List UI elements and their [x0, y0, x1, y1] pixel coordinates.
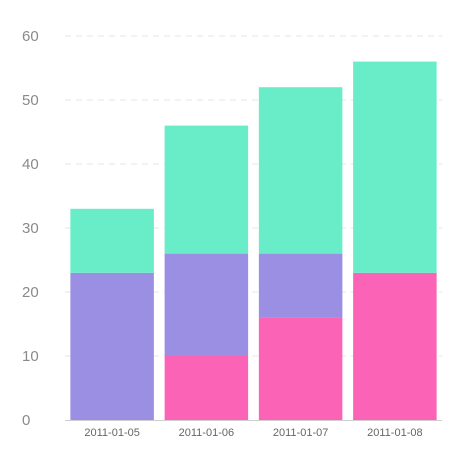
bar-segment-series1-2011-01-07 — [258, 253, 343, 318]
xtick-label: 2011-01-05 — [84, 427, 139, 439]
bar-segment-series2-2011-01-05 — [70, 208, 154, 273]
bar-segment-series1-2011-01-05 — [70, 272, 154, 420]
tick-labels: 0 10 20 30 40 50 60 2011-01-05 2011-01-06 2011-01… — [22, 28, 423, 439]
ytick-label: 50 — [22, 92, 39, 109]
ytick-label: 20 — [22, 284, 39, 301]
bar-segment-series2-2011-01-07 — [258, 87, 343, 254]
bar-segment-series0-2011-01-08 — [353, 272, 437, 420]
ytick-label: 60 — [22, 28, 39, 45]
xtick-label: 2011-01-06 — [179, 427, 234, 439]
ytick-label: 0 — [22, 412, 30, 429]
xtick-label: 2011-01-07 — [273, 427, 328, 439]
ytick-label: 30 — [22, 220, 39, 237]
bar-segment-series0-2011-01-07 — [258, 317, 343, 420]
xtick-label: 2011-01-08 — [367, 427, 422, 439]
bars — [70, 61, 437, 420]
gridlines — [65, 35, 442, 357]
bar-segment-series2-2011-01-08 — [353, 61, 437, 273]
bar-segment-series0-2011-01-06 — [164, 356, 249, 420]
ytick-label: 10 — [22, 348, 39, 365]
bar-segment-series1-2011-01-06 — [164, 253, 249, 356]
ytick-label: 40 — [22, 156, 39, 173]
bar-segment-series2-2011-01-06 — [164, 125, 249, 254]
